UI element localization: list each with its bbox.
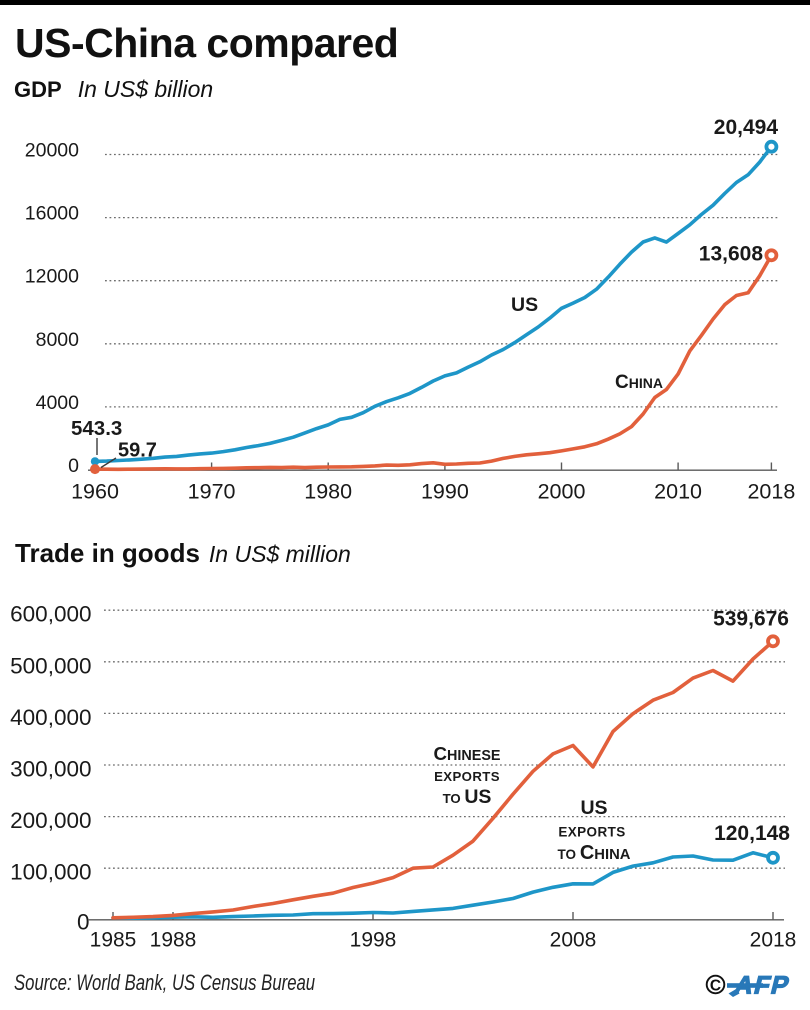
svg-text:2018: 2018 [747, 480, 795, 504]
svg-text:1960: 1960 [71, 480, 119, 504]
svg-text:600,000: 600,000 [10, 602, 91, 627]
svg-text:500,000: 500,000 [10, 653, 91, 678]
svg-text:8000: 8000 [36, 329, 80, 351]
svg-text:US: US [580, 797, 607, 819]
svg-text:CHINA: CHINA [615, 372, 663, 393]
svg-text:2000: 2000 [538, 480, 586, 504]
svg-text:200,000: 200,000 [10, 808, 91, 833]
svg-text:543.3: 543.3 [71, 417, 122, 440]
svg-text:1980: 1980 [304, 480, 352, 504]
svg-text:EXPORTS: EXPORTS [558, 825, 625, 840]
svg-text:1985: 1985 [90, 929, 137, 952]
svg-text:1988: 1988 [150, 929, 197, 952]
svg-text:120,148: 120,148 [714, 822, 790, 845]
svg-text:59.7: 59.7 [118, 440, 157, 462]
svg-text:TO US: TO US [443, 786, 492, 808]
svg-text:CHINESE: CHINESE [433, 743, 500, 764]
svg-text:1990: 1990 [421, 480, 469, 504]
svg-text:4000: 4000 [36, 392, 80, 414]
svg-text:C: C [710, 977, 721, 994]
svg-text:539,676: 539,676 [713, 608, 789, 631]
svg-text:400,000: 400,000 [10, 705, 91, 730]
svg-text:20000: 20000 [25, 140, 79, 162]
svg-text:2008: 2008 [550, 929, 597, 952]
svg-text:2010: 2010 [654, 480, 702, 504]
svg-text:16000: 16000 [25, 203, 79, 225]
svg-text:1998: 1998 [350, 929, 397, 952]
svg-text:EXPORTS: EXPORTS [434, 769, 500, 784]
svg-text:0: 0 [68, 455, 79, 477]
svg-text:100,000: 100,000 [10, 860, 91, 885]
svg-text:12000: 12000 [25, 266, 79, 288]
svg-text:20,494: 20,494 [714, 116, 779, 139]
svg-text:13,608: 13,608 [699, 243, 764, 266]
svg-text:0: 0 [77, 910, 90, 935]
svg-text:TO CHINA: TO CHINA [558, 842, 631, 864]
svg-text:300,000: 300,000 [10, 757, 91, 782]
svg-text:2018: 2018 [750, 929, 797, 952]
svg-text:1970: 1970 [188, 480, 236, 504]
svg-text:US: US [511, 294, 538, 316]
